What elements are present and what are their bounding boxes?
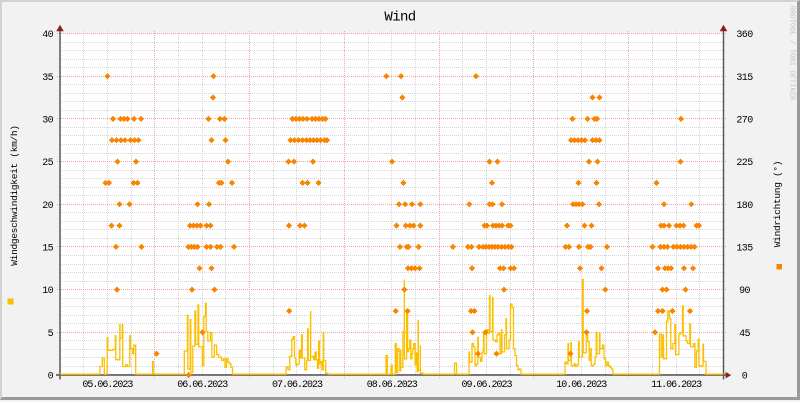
svg-text:360: 360 — [736, 30, 753, 41]
svg-text:25: 25 — [42, 158, 53, 169]
svg-text:10.06.2023: 10.06.2023 — [556, 380, 607, 391]
svg-text:08.06.2023: 08.06.2023 — [367, 380, 418, 391]
svg-text:09.06.2023: 09.06.2023 — [461, 380, 512, 391]
svg-text:225: 225 — [736, 158, 753, 169]
svg-text:06.06.2023: 06.06.2023 — [177, 380, 228, 391]
svg-text:45: 45 — [739, 329, 750, 340]
svg-text:90: 90 — [739, 286, 750, 297]
svg-text:0: 0 — [742, 372, 748, 383]
svg-text:Windrichtung (°): Windrichtung (°) — [772, 161, 783, 247]
svg-text:315: 315 — [736, 73, 753, 84]
svg-text:0: 0 — [48, 372, 54, 383]
svg-text:Windgeschwindigkeit (km/h): Windgeschwindigkeit (km/h) — [9, 125, 20, 265]
svg-text:05.06.2023: 05.06.2023 — [82, 380, 133, 391]
svg-text:11.06.2023: 11.06.2023 — [651, 380, 702, 391]
svg-text:20: 20 — [42, 201, 53, 212]
svg-text:15: 15 — [42, 244, 53, 255]
svg-text:10: 10 — [42, 286, 53, 297]
svg-text:35: 35 — [42, 73, 53, 84]
svg-text:Wind: Wind — [384, 10, 415, 26]
svg-text:180: 180 — [736, 201, 753, 212]
svg-text:RRDTOOL / TOBI OETIKER: RRDTOOL / TOBI OETIKER — [788, 6, 796, 101]
svg-text:07.06.2023: 07.06.2023 — [272, 380, 323, 391]
svg-text:135: 135 — [736, 244, 753, 255]
svg-text:30: 30 — [42, 116, 53, 127]
svg-text:270: 270 — [736, 116, 753, 127]
svg-text:5: 5 — [48, 329, 54, 340]
svg-text:40: 40 — [42, 30, 53, 41]
